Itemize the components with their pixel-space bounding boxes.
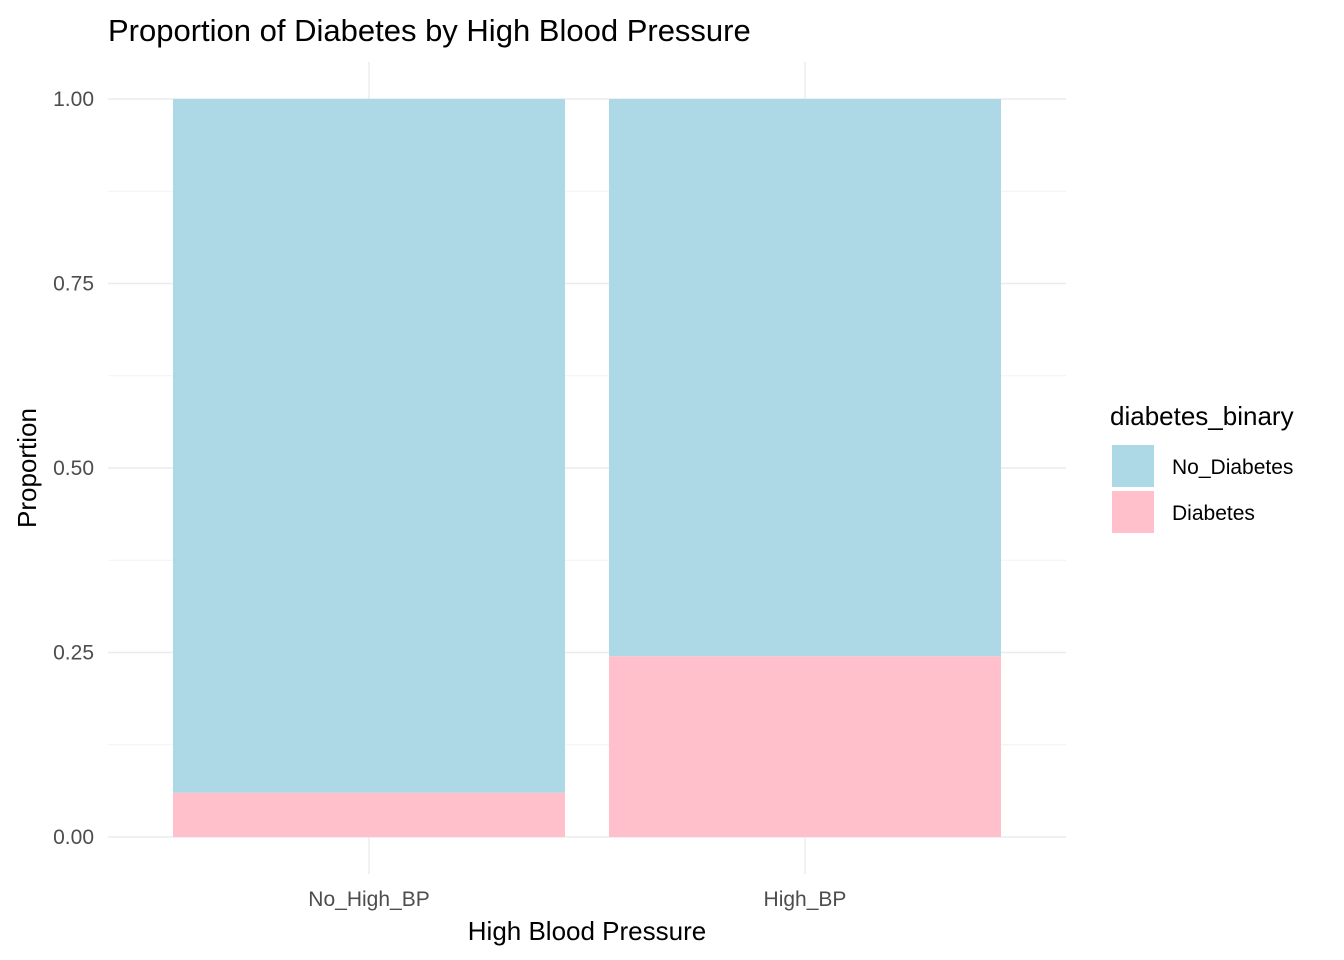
y-tick-label: 0.75 xyxy=(53,273,94,296)
y-tick-label: 0.00 xyxy=(53,826,94,849)
chart-title: Proportion of Diabetes by High Blood Pre… xyxy=(108,13,751,48)
y-axis-ticks: 0.00 0.25 0.50 0.75 1.00 xyxy=(53,88,94,849)
legend: diabetes_binary No_Diabetes Diabetes xyxy=(1110,401,1294,533)
x-axis-ticks: No_High_BP High_BP xyxy=(308,888,846,911)
y-tick-label: 0.50 xyxy=(53,457,94,480)
bar-segment xyxy=(173,792,565,837)
x-tick-label: No_High_BP xyxy=(308,888,429,911)
y-axis-title: Proportion xyxy=(12,408,42,528)
bar-segment xyxy=(609,99,1001,657)
legend-label: No_Diabetes xyxy=(1172,456,1293,479)
x-tick-label: High_BP xyxy=(764,888,847,911)
x-axis-title: High Blood Pressure xyxy=(468,916,706,946)
legend-key xyxy=(1112,445,1154,487)
legend-key xyxy=(1112,491,1154,533)
legend-title: diabetes_binary xyxy=(1110,401,1294,431)
bar-segment xyxy=(609,656,1001,837)
bar-segment xyxy=(173,99,565,793)
legend-label: Diabetes xyxy=(1172,502,1255,525)
y-tick-label: 1.00 xyxy=(53,88,94,111)
bars xyxy=(173,99,1001,837)
y-tick-label: 0.25 xyxy=(53,642,94,665)
